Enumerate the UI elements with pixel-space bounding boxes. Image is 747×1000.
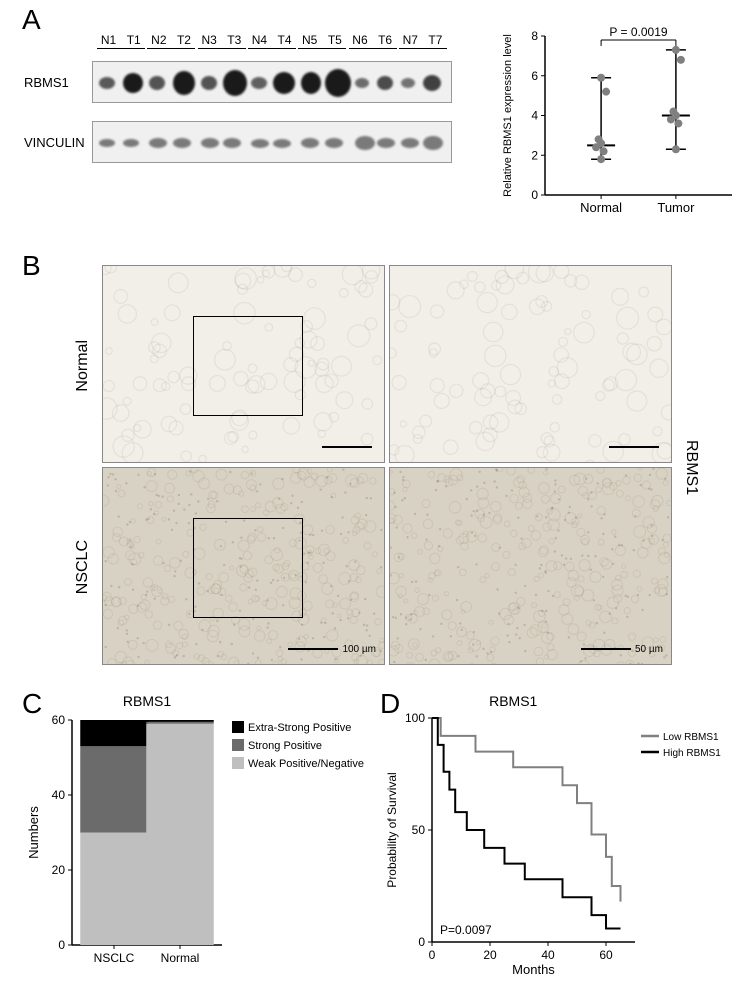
svg-text:Tumor: Tumor (657, 200, 695, 215)
lane-label: N7 (398, 33, 422, 47)
svg-text:P = 0.0019: P = 0.0019 (609, 25, 667, 39)
svg-text:Probability of Survival: Probability of Survival (385, 772, 399, 887)
svg-text:Extra-Strong Positive: Extra-Strong Positive (248, 722, 351, 734)
svg-text:Low RBMS1: Low RBMS1 (663, 732, 719, 743)
svg-text:0: 0 (58, 938, 65, 952)
histology-normal-high (389, 265, 672, 463)
svg-text:Weak Positive/Negative: Weak Positive/Negative (248, 758, 364, 770)
svg-text:RBMS1: RBMS1 (489, 693, 537, 709)
histology-nsclc-low: 100 µm (102, 467, 385, 665)
svg-text:Strong Positive: Strong Positive (248, 740, 322, 752)
svg-text:60: 60 (52, 713, 66, 727)
row-label-normal: Normal (74, 340, 92, 392)
panel-b: Normal NSCLC RBMS1 100 µm 50 µm (22, 250, 722, 670)
protein-rbms1: RBMS1 (24, 75, 84, 90)
svg-text:0: 0 (418, 935, 425, 949)
scatter-plot: 0 2 4 6 8 Normal Tumor Relative RBMS1 expressio… (497, 18, 742, 223)
histology-nsclc-high: 50 µm (389, 467, 672, 665)
protein-vinculin: VINCULIN (24, 135, 84, 150)
panel-d: RBMS1 0 50 100 0 20 40 60 Probability of Surviva… (380, 690, 730, 980)
svg-text:Months: Months (512, 962, 555, 977)
lane-label: N3 (197, 33, 221, 47)
svg-text:Numbers: Numbers (26, 806, 41, 859)
right-label-rbms1: RBMS1 (682, 440, 700, 495)
zoom-box (193, 518, 303, 618)
svg-text:RBMS1: RBMS1 (123, 693, 171, 709)
lane-label: N4 (247, 33, 271, 47)
vinculin-blot (92, 121, 452, 163)
survival-curve: RBMS1 0 50 100 0 20 40 60 Probability of Surviva… (380, 690, 730, 980)
svg-text:6: 6 (531, 69, 538, 83)
svg-text:40: 40 (541, 948, 555, 962)
rbms1-blot (92, 61, 452, 103)
western-blot: N1T1N2T2N3T3N4T4N5T5N6T6N7T7 RBMS1 VINCU… (92, 33, 452, 163)
lane-underlines (92, 47, 452, 51)
scale-3: 50 µm (635, 644, 663, 655)
lane-label: T7 (423, 33, 447, 47)
panel-c: RBMS1 0 20 40 60 Numbers NSCLC Normal Extra-Stro… (22, 690, 372, 980)
svg-text:0: 0 (531, 188, 538, 202)
svg-text:60: 60 (599, 948, 613, 962)
histology-normal-low (102, 265, 385, 463)
svg-text:Normal: Normal (161, 951, 200, 965)
lane-label: T6 (373, 33, 397, 47)
scale-2: 100 µm (342, 644, 376, 655)
lane-label: N6 (348, 33, 372, 47)
svg-text:20: 20 (483, 948, 497, 962)
lane-label: T4 (273, 33, 297, 47)
svg-text:High RBMS1: High RBMS1 (663, 748, 721, 759)
svg-text:100: 100 (405, 711, 425, 725)
svg-text:Relative RBMS1 expression leve: Relative RBMS1 expression level (502, 34, 514, 197)
lane-label: T5 (323, 33, 347, 47)
lane-label: T2 (172, 33, 196, 47)
svg-text:Normal: Normal (580, 200, 622, 215)
lane-labels: N1T1N2T2N3T3N4T4N5T5N6T6N7T7 (92, 33, 452, 47)
svg-text:20: 20 (52, 863, 66, 877)
lane-label: N2 (147, 33, 171, 47)
zoom-box (193, 316, 303, 416)
svg-text:4: 4 (531, 109, 538, 123)
lane-label: N1 (97, 33, 121, 47)
svg-text:0: 0 (429, 948, 436, 962)
svg-text:50: 50 (412, 823, 426, 837)
lane-label: T1 (122, 33, 146, 47)
lane-label: T3 (222, 33, 246, 47)
svg-text:40: 40 (52, 788, 66, 802)
svg-text:P=0.0097: P=0.0097 (440, 923, 492, 937)
lane-label: N5 (298, 33, 322, 47)
svg-text:NSCLC: NSCLC (94, 951, 135, 965)
stacked-bar-chart: RBMS1 0 20 40 60 Numbers NSCLC Normal Extra-Stro… (22, 690, 372, 980)
row-label-nsclc: NSCLC (74, 540, 92, 594)
panel-a: N1T1N2T2N3T3N4T4N5T5N6T6N7T7 RBMS1 VINCU… (22, 8, 722, 238)
histology-grid: 100 µm 50 µm (102, 265, 672, 665)
svg-text:2: 2 (531, 148, 538, 162)
svg-text:8: 8 (531, 29, 538, 43)
